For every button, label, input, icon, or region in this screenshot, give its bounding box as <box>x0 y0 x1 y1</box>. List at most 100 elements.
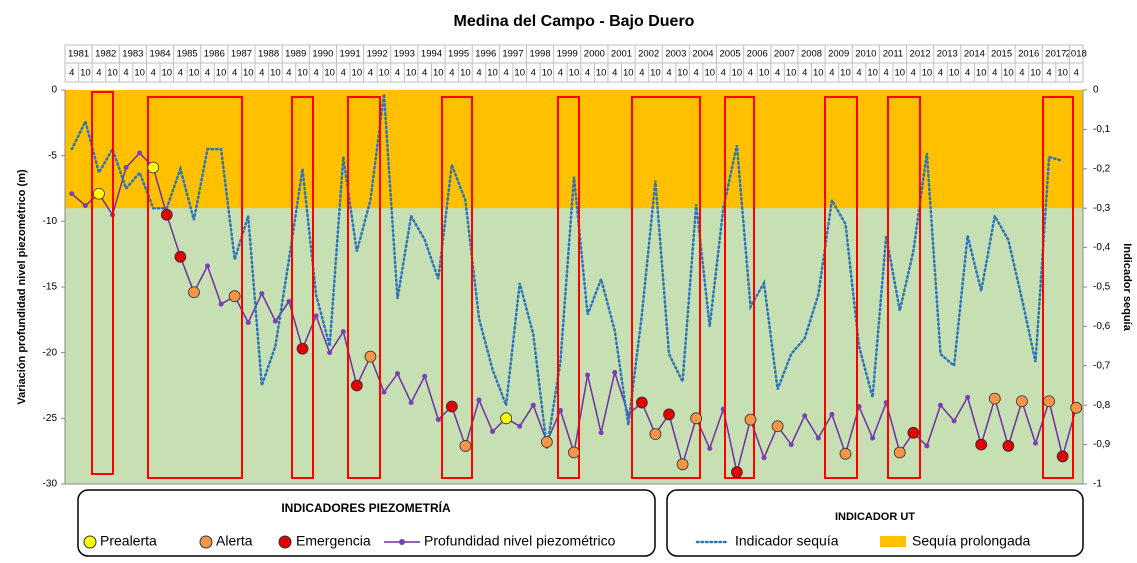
year-label: 1998 <box>529 49 550 60</box>
depth-point <box>870 435 876 441</box>
y2-tick-label: -0,4 <box>1093 242 1111 253</box>
y-tick-label: -20 <box>43 347 58 358</box>
x-tick-label: 10 <box>134 68 145 79</box>
x-tick-label: 4 <box>639 68 644 79</box>
legend-swatch <box>399 539 405 545</box>
year-label: 1985 <box>177 49 198 60</box>
depth-point <box>530 402 536 408</box>
x-tick-label: 4 <box>69 68 74 79</box>
x-tick-label: 4 <box>992 68 997 79</box>
legend-label: Emergencia <box>296 533 371 549</box>
year-label: 2001 <box>611 49 632 60</box>
alert-marker <box>690 412 703 425</box>
alert-marker <box>364 350 377 363</box>
x-tick-label: 10 <box>80 68 91 79</box>
x-tick-label: 10 <box>732 68 743 79</box>
x-tick-label: 4 <box>368 68 373 79</box>
chart-title: Medina del Campo - Bajo Duero <box>454 13 695 30</box>
x-tick-label: 10 <box>433 68 444 79</box>
alert-marker <box>540 436 553 448</box>
x-tick-label: 10 <box>786 68 797 79</box>
year-label: 1987 <box>231 49 252 60</box>
alert-marker <box>771 420 784 433</box>
alert-marker <box>350 379 363 392</box>
legend: Prealerta Alerta Emergencia Profundidad niv… <box>83 533 1031 549</box>
alert-marker <box>1002 440 1015 452</box>
alert-marker <box>459 440 472 452</box>
y-tick-label: -30 <box>43 479 58 490</box>
depth-point <box>951 418 957 424</box>
y2-tick-label: -0,2 <box>1093 163 1111 174</box>
alert-marker <box>228 290 241 303</box>
x-tick-label: 4 <box>476 68 481 79</box>
x-tick-label: 4 <box>531 68 536 79</box>
alert-marker <box>975 438 988 451</box>
alert-marker <box>188 286 200 299</box>
year-label: 1993 <box>394 49 415 60</box>
alert-marker <box>568 446 580 459</box>
x-tick-label: 10 <box>949 68 960 79</box>
alert-marker <box>147 161 160 174</box>
year-label: 1986 <box>204 49 225 60</box>
depth-point <box>259 291 265 297</box>
year-label: 2010 <box>855 49 876 60</box>
year-label: 2007 <box>774 49 795 60</box>
y2-axis-label: Indicador sequía <box>1121 243 1133 331</box>
depth-point <box>490 428 496 434</box>
y2-tick-label: -1 <box>1093 479 1102 490</box>
year-label: 2016 <box>1018 49 1039 60</box>
y2-tick-label: -0,7 <box>1093 360 1111 371</box>
year-label: 1989 <box>285 49 306 60</box>
x-tick-label: 4 <box>666 68 671 79</box>
y2-tick-label: -0,6 <box>1093 321 1111 332</box>
x-tick-label: 10 <box>894 68 905 79</box>
alert-marker <box>1016 395 1028 408</box>
depth-point <box>788 442 794 448</box>
x-tick-label: 4 <box>775 68 780 79</box>
legend-label: Indicador sequía <box>735 533 839 549</box>
depth-point <box>327 350 333 356</box>
drought-band <box>65 90 1083 209</box>
depth-point <box>517 423 523 429</box>
x-tick-label: 10 <box>379 68 390 79</box>
depth-point <box>937 402 943 408</box>
x-tick-label: 4 <box>856 68 861 79</box>
drought-period <box>441 96 473 479</box>
alert-marker <box>1070 401 1083 414</box>
x-tick-label: 4 <box>96 68 101 79</box>
alert-marker <box>839 447 852 460</box>
x-tick-label: 4 <box>721 68 726 79</box>
year-label: 2011 <box>883 49 903 60</box>
x-tick-label: 10 <box>460 68 471 79</box>
drought-periods <box>91 91 1074 479</box>
alert-marker <box>93 187 105 200</box>
x-tick-label: 10 <box>623 68 634 79</box>
x-tick-label: 10 <box>677 68 688 79</box>
depth-point <box>123 164 129 170</box>
depth-point <box>598 430 604 436</box>
x-tick-label: 4 <box>151 68 156 79</box>
year-label: 2017 <box>1045 49 1066 60</box>
depth-point <box>137 150 143 156</box>
depth-point <box>218 301 224 307</box>
depth-point <box>924 443 930 449</box>
drought-period <box>724 96 755 479</box>
legend-swatch <box>199 535 213 549</box>
x-tick-label: 4 <box>1074 68 1079 79</box>
legend-label: Prealerta <box>100 533 157 549</box>
year-label: 2018 <box>1066 49 1087 60</box>
depth-point <box>408 400 414 406</box>
x-tick-label: 4 <box>965 68 970 79</box>
depth-point <box>381 389 387 395</box>
year-label: 2008 <box>801 49 822 60</box>
alert-marker <box>663 408 675 421</box>
depth-point <box>1032 440 1038 446</box>
year-label: 2014 <box>964 49 985 60</box>
alert-marker <box>988 392 1001 405</box>
drought-period <box>631 96 701 479</box>
y2-tick-label: -0,5 <box>1093 282 1111 293</box>
x-tick-label: 4 <box>1019 68 1024 79</box>
drought-period <box>347 96 381 479</box>
x-tick-label: 10 <box>976 68 987 79</box>
x-tick-label: 10 <box>162 68 173 79</box>
